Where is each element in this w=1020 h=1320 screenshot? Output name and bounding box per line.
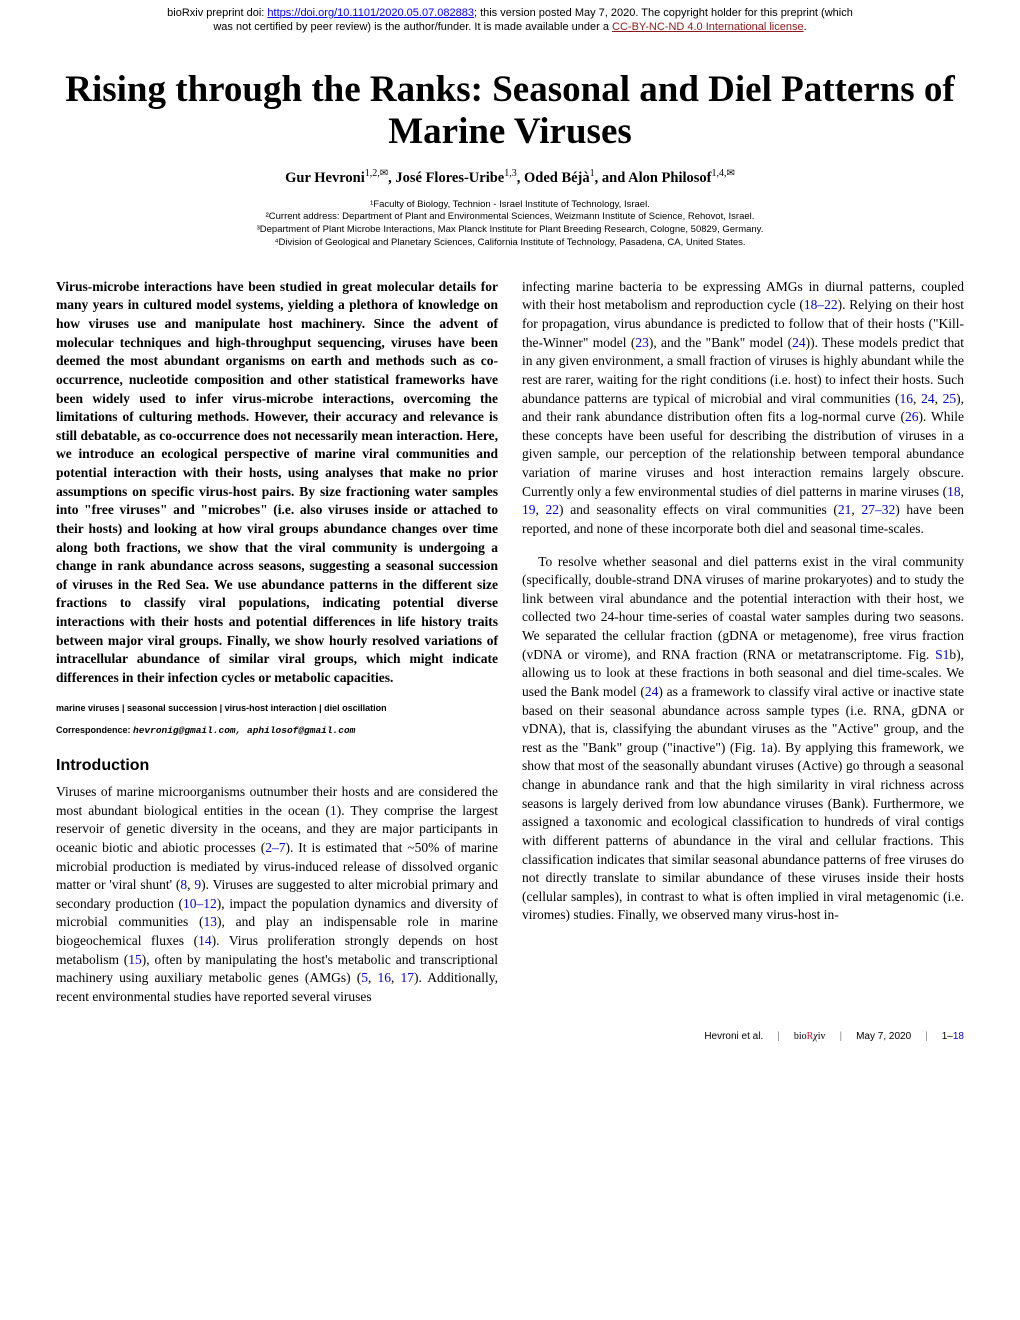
affiliation-4: ⁴Division of Geological and Planetary Sc… — [60, 237, 960, 250]
text: , — [851, 502, 861, 517]
author-1: Gur Hevroni — [285, 170, 365, 186]
keywords: marine viruses | seasonal succession | v… — [56, 702, 498, 714]
logo-bio: bio — [794, 1031, 807, 1042]
preprint-banner: bioRxiv preprint doi: https://doi.org/10… — [0, 0, 1020, 39]
text: , — [536, 502, 546, 517]
logo-iv: iv — [818, 1031, 826, 1042]
text: , — [368, 970, 378, 985]
footer-authors: Hevroni et al. — [704, 1031, 763, 1042]
pages-end-link[interactable]: 18 — [953, 1031, 964, 1042]
intro-paragraph-1: Viruses of marine microorganisms outnumb… — [56, 783, 498, 1007]
col2-paragraph-1: infecting marine bacteria to be expressi… — [522, 278, 964, 539]
paper-title: Rising through the Ranks: Seasonal and D… — [0, 39, 1020, 168]
author-1-sup: 1,2,✉ — [365, 168, 388, 179]
preprint-line2a: was not certified by peer review) is the… — [213, 21, 612, 33]
citation-22[interactable]: 22 — [546, 502, 560, 517]
correspondence-label: Correspondence: — [56, 725, 133, 735]
citation-15[interactable]: 15 — [128, 952, 142, 967]
footer-pages: 1–18 — [942, 1031, 964, 1042]
footer-date: May 7, 2020 — [856, 1031, 911, 1042]
text: ) and seasonality effects on viral commu… — [559, 502, 838, 517]
biorxiv-logo: bioRχiv — [794, 1031, 826, 1042]
citation-24b[interactable]: 24 — [921, 391, 935, 406]
preprint-prefix: bioRxiv preprint doi: — [167, 7, 267, 19]
citation-1[interactable]: 1 — [330, 803, 337, 818]
citation-27-32[interactable]: 27–32 — [861, 502, 895, 517]
license-link[interactable]: CC-BY-NC-ND 4.0 International license — [612, 21, 804, 33]
two-column-body: Virus-microbe interactions have been stu… — [0, 278, 1020, 1023]
citation-25[interactable]: 25 — [943, 391, 957, 406]
affiliations: ¹Faculty of Biology, Technion - Israel I… — [0, 195, 1020, 278]
text: , — [391, 970, 401, 985]
text: To resolve whether seasonal and diel pat… — [522, 554, 964, 662]
author-list: Gur Hevroni1,2,✉, José Flores-Uribe1,3, … — [0, 168, 1020, 195]
footer-separator: | — [925, 1031, 928, 1042]
citation-2-7[interactable]: 2–7 — [265, 840, 285, 855]
citation-fig1[interactable]: 1 — [760, 740, 767, 755]
correspondence: Correspondence: hevronig@gmail.com, aphi… — [56, 724, 498, 737]
citation-18-22[interactable]: 18–22 — [804, 297, 838, 312]
citation-24c[interactable]: 24 — [645, 684, 659, 699]
author-2: , José Flores-Uribe — [388, 170, 504, 186]
citation-5[interactable]: 5 — [361, 970, 368, 985]
text: , — [961, 484, 964, 499]
text: ), and the "Bank" model ( — [649, 335, 792, 350]
citation-13[interactable]: 13 — [203, 914, 217, 929]
citation-14[interactable]: 14 — [198, 933, 212, 948]
introduction-heading: Introduction — [56, 755, 498, 777]
left-column: Virus-microbe interactions have been stu… — [56, 278, 498, 1007]
affiliation-3: ³Department of Plant Microbe Interaction… — [60, 224, 960, 237]
preprint-mid1: ; this version posted May 7, 2020. The c… — [474, 7, 853, 19]
affiliation-1: ¹Faculty of Biology, Technion - Israel I… — [60, 199, 960, 212]
citation-24[interactable]: 24 — [792, 335, 806, 350]
citation-16b[interactable]: 16 — [899, 391, 913, 406]
doi-link[interactable]: https://doi.org/10.1101/2020.05.07.08288… — [267, 7, 474, 19]
author-4-sup: 1,4,✉ — [711, 168, 734, 179]
citation-17[interactable]: 17 — [401, 970, 415, 985]
author-3: , Oded Béjà — [517, 170, 590, 186]
affiliation-2: ²Current address: Department of Plant an… — [60, 211, 960, 224]
col2-paragraph-2: To resolve whether seasonal and diel pat… — [522, 553, 964, 926]
preprint-period: . — [804, 21, 807, 33]
text: a). By applying this framework, we show … — [522, 740, 964, 923]
author-2-sup: 1,3 — [504, 168, 517, 179]
text: , — [913, 391, 921, 406]
citation-10-12[interactable]: 10–12 — [183, 896, 217, 911]
citation-21[interactable]: 21 — [838, 502, 852, 517]
text: , — [935, 391, 943, 406]
citation-s1[interactable]: S1 — [935, 647, 949, 662]
author-4: , and Alon Philosof — [595, 170, 712, 186]
citation-23[interactable]: 23 — [635, 335, 649, 350]
pages-start: 1– — [942, 1031, 953, 1042]
citation-18[interactable]: 18 — [947, 484, 961, 499]
footer-separator: | — [839, 1031, 842, 1042]
right-column: infecting marine bacteria to be expressi… — [522, 278, 964, 1007]
correspondence-emails: hevronig@gmail.com, aphilosof@gmail.com — [133, 725, 355, 736]
citation-16[interactable]: 16 — [378, 970, 392, 985]
citation-26[interactable]: 26 — [905, 409, 919, 424]
citation-19[interactable]: 19 — [522, 502, 536, 517]
footer-separator: | — [777, 1031, 780, 1042]
abstract: Virus-microbe interactions have been stu… — [56, 278, 498, 688]
page-footer: Hevroni et al. | bioRχiv | May 7, 2020 |… — [0, 1023, 1020, 1058]
